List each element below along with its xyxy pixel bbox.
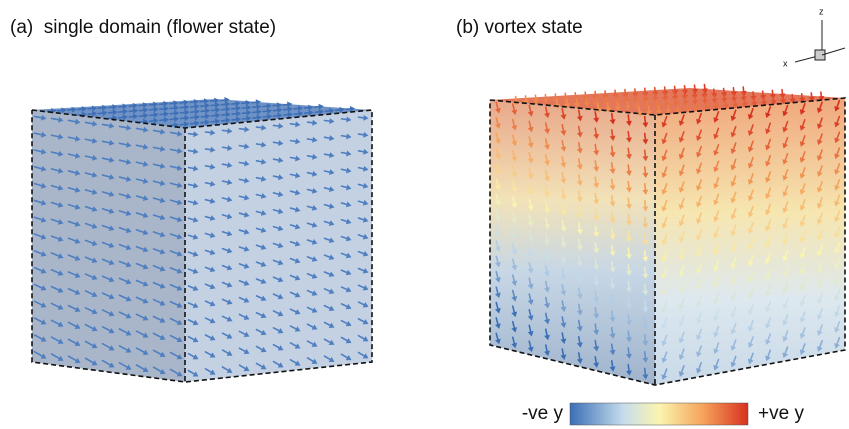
cube-flower [32, 99, 372, 382]
cube-vortex [490, 88, 845, 385]
panel-label: (a) single domain (flower state) [10, 17, 276, 38]
axis-label: z [819, 6, 824, 16]
colorbar-label: -ve y [522, 403, 564, 424]
panel-label: (b) vortex state [456, 17, 583, 38]
axis-label: x [783, 58, 788, 68]
colorbar [570, 403, 748, 425]
axis-triad [795, 20, 845, 62]
colorbar-label: +ve y [758, 403, 804, 424]
cube-face [655, 98, 845, 385]
figure: (a) single domain (flower state) (b) vor… [0, 0, 849, 429]
